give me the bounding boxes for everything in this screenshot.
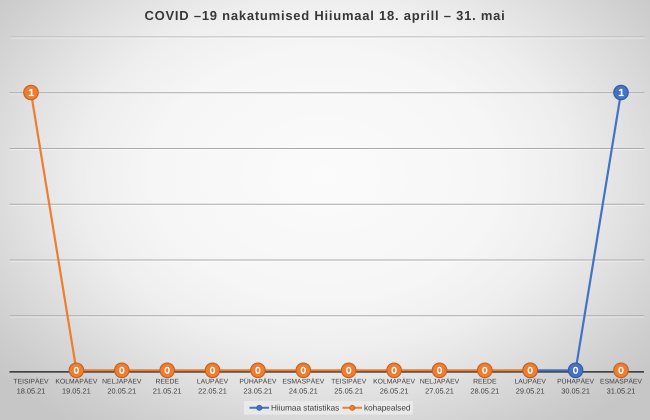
svg-text:29.05.21: 29.05.21: [516, 387, 545, 396]
svg-text:PÜHAPÄEV: PÜHAPÄEV: [239, 377, 276, 385]
svg-text:23.05.21: 23.05.21: [244, 387, 273, 396]
svg-text:LAUPÄEV: LAUPÄEV: [515, 377, 547, 385]
svg-text:22.05.21: 22.05.21: [198, 387, 227, 396]
svg-text:28.05.21: 28.05.21: [470, 387, 499, 396]
svg-text:21.05.21: 21.05.21: [153, 387, 182, 396]
svg-text:ESMASPÄEV: ESMASPÄEV: [600, 377, 642, 385]
svg-text:kohapealsed: kohapealsed: [364, 404, 411, 413]
svg-text:NELJAPÄEV: NELJAPÄEV: [420, 377, 460, 385]
svg-text:KOLMAPÄEV: KOLMAPÄEV: [373, 377, 415, 385]
svg-text:TEISIPÄEV: TEISIPÄEV: [13, 377, 49, 385]
svg-text:18.05.21: 18.05.21: [17, 387, 46, 396]
svg-text:LAUPÄEV: LAUPÄEV: [197, 377, 229, 385]
svg-text:ESMASPÄEV: ESMASPÄEV: [282, 377, 324, 385]
svg-text:27.05.21: 27.05.21: [425, 387, 454, 396]
svg-text:26.05.21: 26.05.21: [380, 387, 409, 396]
svg-text:TEISIPÄEV: TEISIPÄEV: [331, 377, 367, 385]
svg-text:NELJAPÄEV: NELJAPÄEV: [102, 377, 142, 385]
svg-text:Hiiumaa statistikas: Hiiumaa statistikas: [271, 404, 339, 413]
svg-text:REEDE: REEDE: [473, 378, 497, 385]
svg-text:30.05.21: 30.05.21: [561, 387, 590, 396]
svg-text:24.05.21: 24.05.21: [289, 387, 318, 396]
svg-text:20.05.21: 20.05.21: [107, 387, 136, 396]
svg-text:REEDE: REEDE: [155, 378, 179, 385]
svg-text:PÜHAPÄEV: PÜHAPÄEV: [557, 377, 594, 385]
svg-text:31.05.21: 31.05.21: [607, 387, 636, 396]
svg-text:COVID –19 nakatumised Hiiumaal: COVID –19 nakatumised Hiiumaal 18. april…: [144, 8, 505, 23]
svg-text:19.05.21: 19.05.21: [62, 387, 91, 396]
svg-text:KOLMAPÄEV: KOLMAPÄEV: [55, 377, 97, 385]
svg-text:25.05.21: 25.05.21: [334, 387, 363, 396]
